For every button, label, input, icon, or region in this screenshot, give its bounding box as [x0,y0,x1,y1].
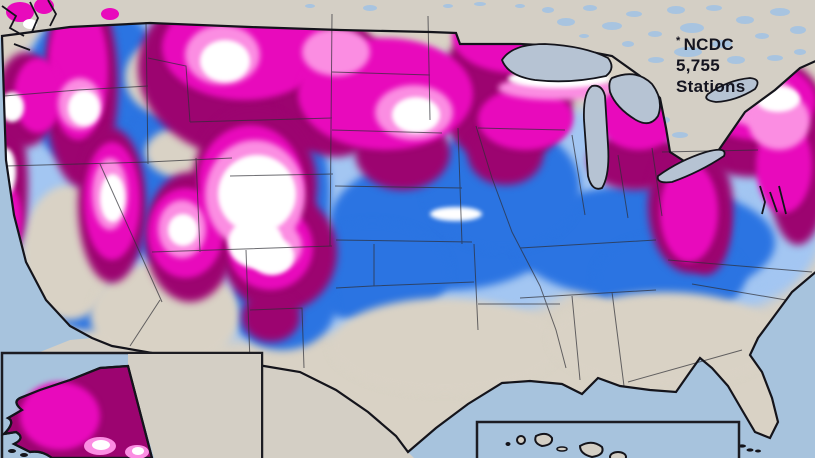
station-marker-asterisk: * [676,35,681,47]
ncdc-annotation-line1: * NCDC [676,31,745,55]
hawaii-inset [475,420,741,458]
alaska-snow-very-heavy [20,382,100,450]
no-snow-patch [330,298,560,393]
lake-michigan [583,84,610,190]
aleutian-island [20,453,28,457]
snow-blob-max [392,97,440,133]
hawaii-island-niihau [505,442,511,446]
snow-blob-max [68,90,100,126]
snow-blob-extreme [302,28,370,76]
snow-blob-max [200,40,250,82]
bc-coast-inlets [1,0,58,51]
lake-ontario [705,77,759,103]
snow-blob-heavy [242,292,300,342]
alaska-outline [0,364,154,458]
bc-coast-snow-spots [6,0,119,29]
ncdc-stations-label: Stations [676,77,746,96]
lake-superior [501,43,613,83]
snow-blob-max [2,92,24,122]
canada-landmass [0,0,815,168]
ncdc-station-count: 5,755 [676,56,721,75]
alaska-inset [0,351,264,458]
canada-lake-speckles [305,2,806,138]
lake-huron [608,73,661,125]
snow-blob-very-heavy [14,58,62,133]
hawaii-island-oahu [534,432,554,448]
alaska-snow-max [132,447,144,455]
aleutian-island [8,449,16,453]
hawaii-island-kauai [516,435,526,445]
alaska-inset-canada [128,354,261,458]
alaska-snow-max [92,440,110,450]
snow-blob-max [250,237,294,275]
great-lakes [501,43,759,190]
lake-erie [656,148,726,184]
hawaii-island-maui [578,441,604,458]
ncdc-org-label: NCDC [683,35,734,54]
ncdc-annotation: * NCDC 5,755 Stations [676,31,745,97]
snow-blob-max [430,207,482,221]
chesapeake-bay-inlets [759,185,787,215]
snow-blob-max [168,214,198,246]
snow-blob-max [100,174,125,222]
state-borders [3,13,813,387]
hawaii-island-hawaii [609,451,627,458]
hawaii-island-molokai [556,446,568,452]
